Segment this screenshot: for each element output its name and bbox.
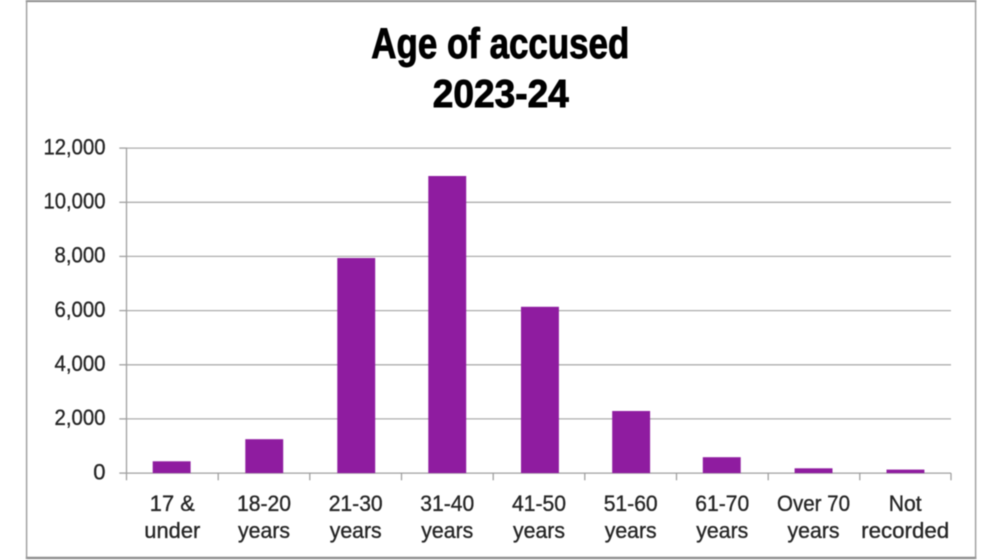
svg-text:Age of accused: Age of accused bbox=[371, 20, 629, 68]
svg-text:0: 0 bbox=[93, 459, 105, 484]
svg-text:18-20: 18-20 bbox=[237, 491, 291, 516]
svg-text:years: years bbox=[238, 518, 290, 543]
svg-text:under: under bbox=[144, 518, 200, 543]
svg-text:years: years bbox=[605, 518, 657, 543]
svg-text:years: years bbox=[421, 518, 473, 543]
svg-text:years: years bbox=[330, 518, 382, 543]
svg-text:years: years bbox=[696, 518, 748, 543]
svg-text:21-30: 21-30 bbox=[329, 491, 383, 516]
svg-text:Not: Not bbox=[889, 491, 922, 516]
svg-text:31-40: 31-40 bbox=[420, 491, 474, 516]
svg-text:51-60: 51-60 bbox=[604, 491, 658, 516]
svg-text:years: years bbox=[513, 518, 565, 543]
svg-text:Over 70: Over 70 bbox=[777, 491, 850, 516]
svg-text:2,000: 2,000 bbox=[55, 405, 106, 430]
svg-text:41-50: 41-50 bbox=[512, 491, 566, 516]
svg-text:12,000: 12,000 bbox=[44, 134, 106, 159]
svg-text:4,000: 4,000 bbox=[55, 351, 106, 376]
svg-text:8,000: 8,000 bbox=[55, 243, 106, 268]
svg-text:recorded: recorded bbox=[861, 518, 949, 543]
svg-text:61-70: 61-70 bbox=[695, 491, 749, 516]
svg-text:6,000: 6,000 bbox=[55, 297, 106, 322]
svg-text:17 &: 17 & bbox=[150, 491, 195, 516]
svg-text:10,000: 10,000 bbox=[44, 189, 106, 214]
svg-text:2023-24: 2023-24 bbox=[433, 73, 569, 116]
svg-text:years: years bbox=[788, 518, 840, 543]
